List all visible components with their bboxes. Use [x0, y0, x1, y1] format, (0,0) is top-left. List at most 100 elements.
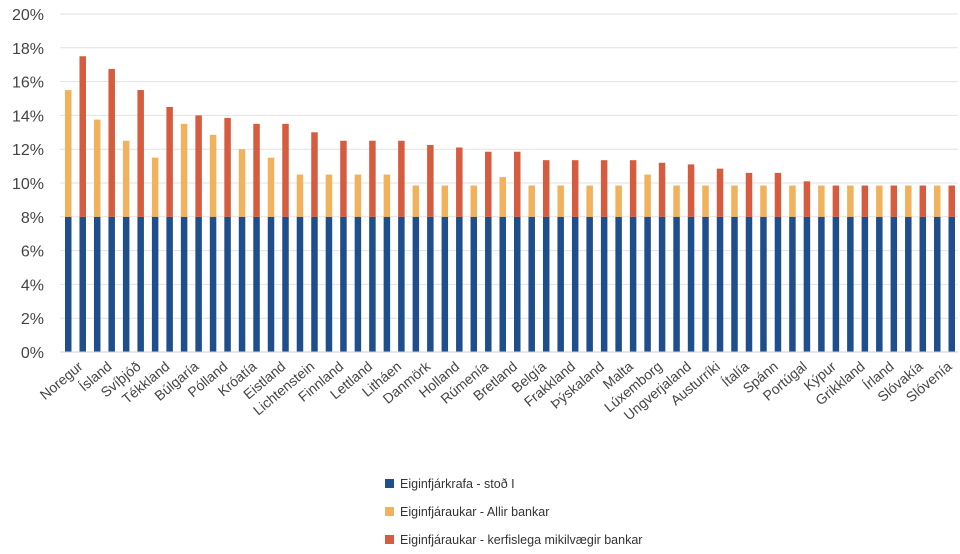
- bar-all-banks-buffer: [64, 90, 72, 217]
- bar-systemic-buffer: [571, 160, 579, 217]
- bar-systemic-buffer: [369, 140, 376, 217]
- bar-base-all-banks: [586, 216, 593, 352]
- y-tick-label: 2%: [21, 311, 44, 328]
- bar-base-all-banks: [441, 216, 449, 352]
- bar-all-banks-buffer: [354, 174, 362, 217]
- bar-base-all-banks: [238, 216, 246, 352]
- bar-base-all-banks: [383, 216, 391, 352]
- bar-base-all-banks: [702, 216, 709, 352]
- bar-all-banks-buffer: [615, 185, 622, 217]
- bar-base-systemic: [803, 216, 811, 352]
- bar-base-systemic: [919, 216, 927, 352]
- bar-systemic-buffer: [861, 185, 869, 217]
- bar-systemic-buffer: [716, 168, 724, 217]
- bar-systemic-buffer: [427, 144, 434, 217]
- bar-base-systemic: [861, 216, 869, 352]
- bar-base-systemic: [745, 216, 753, 352]
- bar-base-all-banks: [180, 216, 188, 352]
- bar-base-all-banks: [673, 216, 680, 352]
- bar-systemic-buffer: [137, 90, 144, 217]
- bar-all-banks-buffer: [644, 174, 651, 217]
- bar-all-banks-buffer: [760, 185, 767, 217]
- bar-all-banks-buffer: [876, 185, 883, 217]
- bar-base-all-banks: [934, 216, 941, 352]
- legend-label: Eiginfjáraukar - kerfislega mikilvægir b…: [400, 533, 642, 547]
- bar-base-systemic: [658, 216, 666, 352]
- bar-all-banks-buffer: [528, 185, 535, 217]
- bar-all-banks-buffer: [586, 185, 593, 217]
- bar-all-banks-buffer: [122, 140, 130, 217]
- bar-all-banks-buffer: [847, 185, 854, 217]
- bar-systemic-buffer: [687, 164, 695, 217]
- bar-base-systemic: [716, 216, 724, 352]
- bar-base-systemic: [340, 216, 347, 352]
- bar-all-banks-buffer: [209, 134, 217, 217]
- bar-systemic-buffer: [253, 123, 260, 217]
- bar-all-banks-buffer: [789, 185, 796, 217]
- bar-base-systemic: [79, 216, 86, 352]
- bar-systemic-buffer: [629, 160, 637, 217]
- legend-swatch: [385, 507, 394, 516]
- bar-all-banks-buffer: [934, 185, 941, 217]
- bar-systemic-buffer: [890, 185, 898, 217]
- bar-base-all-banks: [760, 216, 767, 352]
- bar-systemic-buffer: [398, 140, 405, 217]
- bar-systemic-buffer: [79, 56, 86, 217]
- y-tick-label: 8%: [21, 210, 44, 227]
- bar-systemic-buffer: [195, 115, 202, 217]
- bar-systemic-buffer: [919, 185, 927, 217]
- bar-base-systemic: [832, 216, 840, 352]
- bar-base-all-banks: [615, 216, 622, 352]
- legend-label: Eiginfjáraukar - Allir bankar: [400, 505, 549, 519]
- y-tick-label: 10%: [12, 176, 44, 193]
- bar-base-all-banks: [847, 216, 854, 352]
- bar-base-systemic: [485, 216, 492, 352]
- bar-systemic-buffer: [948, 185, 956, 217]
- y-tick-label: 14%: [12, 108, 44, 125]
- bar-base-systemic: [224, 216, 231, 352]
- bar-all-banks-buffer: [557, 185, 564, 217]
- bar-base-systemic: [600, 216, 608, 352]
- bar-base-systemic: [282, 216, 289, 352]
- bar-base-all-banks: [644, 216, 651, 352]
- bar-base-systemic: [571, 216, 579, 352]
- bar-base-systemic: [137, 216, 144, 352]
- bar-base-systemic: [253, 216, 260, 352]
- bar-base-all-banks: [528, 216, 535, 352]
- y-tick-label: 16%: [12, 75, 44, 92]
- y-tick-label: 12%: [12, 142, 44, 159]
- bar-all-banks-buffer: [818, 185, 825, 217]
- bar-systemic-buffer: [803, 181, 811, 217]
- bar-base-systemic: [166, 216, 173, 352]
- bar-all-banks-buffer: [673, 185, 680, 217]
- bar-base-systemic: [774, 216, 782, 352]
- bar-base-systemic: [948, 216, 956, 352]
- bar-systemic-buffer: [108, 68, 115, 217]
- bar-systemic-buffer: [224, 117, 231, 217]
- bar-all-banks-buffer: [412, 185, 420, 217]
- bar-systemic-buffer: [514, 151, 521, 217]
- bar-base-systemic: [108, 216, 115, 352]
- y-tick-label: 0%: [21, 345, 44, 362]
- bar-base-systemic: [687, 216, 695, 352]
- bar-base-all-banks: [789, 216, 796, 352]
- bar-systemic-buffer: [542, 160, 550, 217]
- bar-systemic-buffer: [311, 132, 318, 217]
- bar-systemic-buffer: [774, 172, 782, 217]
- bar-base-all-banks: [267, 216, 275, 352]
- bar-base-all-banks: [470, 216, 478, 352]
- bar-base-systemic: [890, 216, 898, 352]
- bar-base-all-banks: [93, 216, 101, 352]
- bar-base-systemic: [514, 216, 521, 352]
- bar-base-all-banks: [412, 216, 420, 352]
- bar-all-banks-buffer: [238, 149, 246, 217]
- bar-base-systemic: [629, 216, 637, 352]
- bar-systemic-buffer: [600, 160, 608, 217]
- bar-systemic-buffer: [340, 140, 347, 217]
- bar-systemic-buffer: [745, 172, 753, 217]
- bar-base-systemic: [311, 216, 318, 352]
- bar-base-all-banks: [499, 216, 506, 352]
- bar-base-all-banks: [876, 216, 883, 352]
- bar-base-all-banks: [209, 216, 217, 352]
